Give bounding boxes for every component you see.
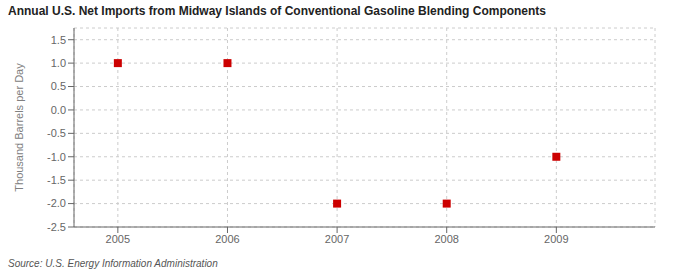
- svg-text:-2.5: -2.5: [47, 221, 66, 233]
- svg-text:0.0: 0.0: [51, 104, 66, 116]
- svg-text:1.0: 1.0: [51, 57, 66, 69]
- svg-text:1.5: 1.5: [51, 34, 66, 46]
- svg-text:-1.5: -1.5: [47, 174, 66, 186]
- html-text:Annual U.S. Net Imports from M: Annual U.S. Net Imports from Midway Isla…: [8, 4, 546, 18]
- svg-text:-2.0: -2.0: [47, 197, 66, 209]
- html-text:Source: U.S. Energy Informatio: Source: U.S. Energy Information Administ…: [8, 258, 218, 269]
- svg-text:2009: 2009: [544, 233, 568, 245]
- svg-text:2007: 2007: [325, 233, 349, 245]
- svg-text:-1.0: -1.0: [47, 151, 66, 163]
- svg-text:0.5: 0.5: [51, 80, 66, 92]
- svg-text:-0.5: -0.5: [47, 127, 66, 139]
- svg-text:Thousand Barrels per Day: Thousand Barrels per Day: [13, 63, 25, 192]
- svg-text:2005: 2005: [106, 233, 130, 245]
- svg-text:2006: 2006: [215, 233, 239, 245]
- svg-text:2008: 2008: [434, 233, 458, 245]
